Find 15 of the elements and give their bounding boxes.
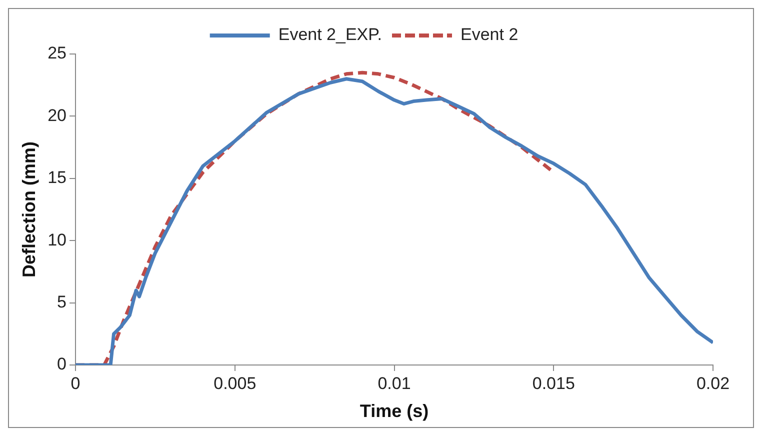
y-tick-label: 25: [48, 44, 67, 63]
y-axis-title: Deflection (mm): [18, 141, 39, 278]
x-tick-label: 0: [70, 374, 80, 393]
y-tick-label: 15: [48, 168, 67, 188]
y-tick-label: 10: [48, 230, 67, 250]
x-tick-label: 0.015: [532, 374, 575, 393]
legend-label: Event 2: [460, 25, 518, 44]
legend-label: Event 2_EXP.: [278, 25, 382, 44]
x-tick-label: 0.005: [214, 374, 256, 393]
y-tick-label: 5: [57, 292, 67, 312]
x-axis-title: Time (s): [360, 401, 429, 422]
x-tick-label: 0.02: [696, 374, 730, 393]
y-tick-label: 20: [48, 106, 67, 125]
y-tick-label: 0: [57, 354, 67, 374]
x-tick-label: 0.01: [378, 374, 411, 393]
